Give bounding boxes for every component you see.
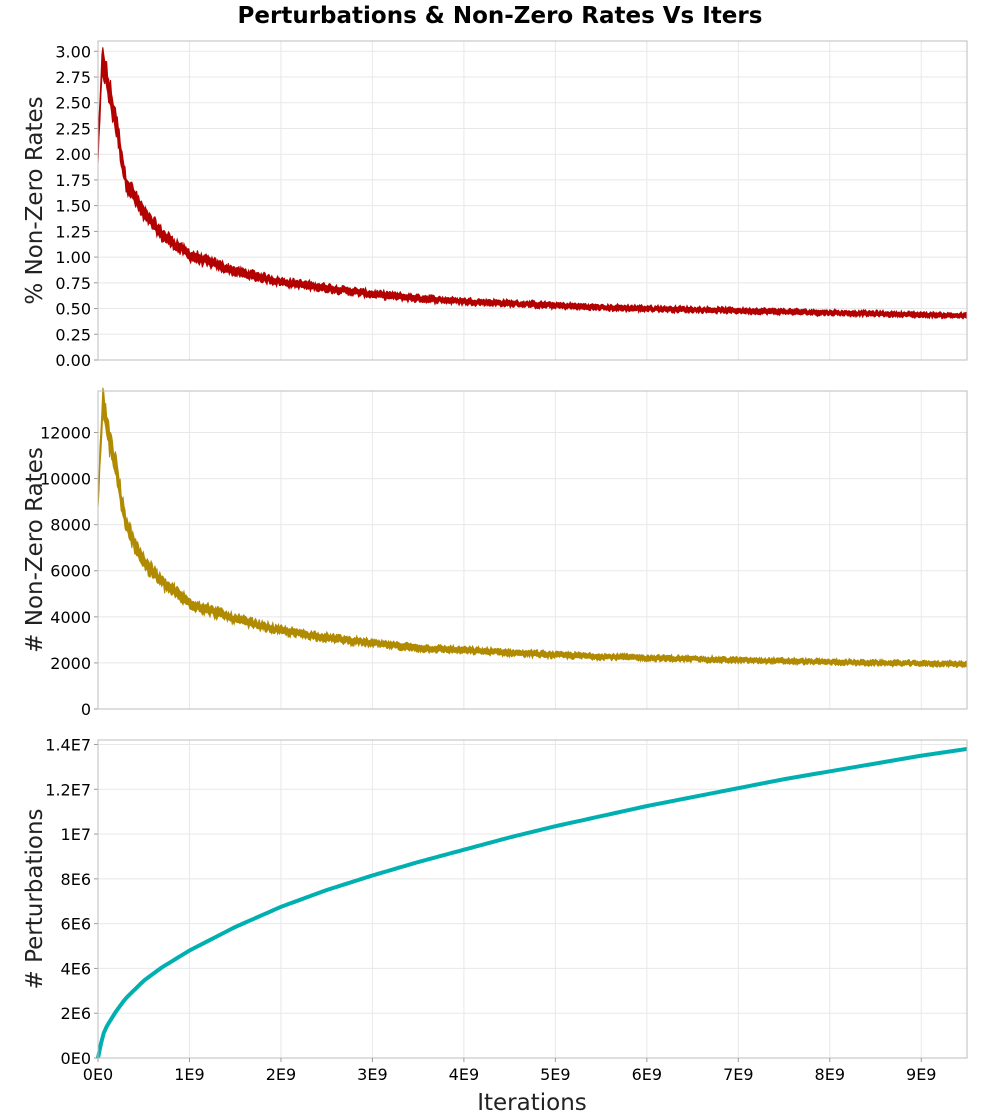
series-line-perturbations	[96, 746, 968, 1059]
y-tick-label: 2.75	[55, 68, 91, 87]
x-tick-label: 5E9	[540, 1065, 570, 1084]
y-tick-label: 8000	[50, 516, 91, 535]
x-tick-label: 4E9	[449, 1065, 479, 1084]
x-tick-label: 7E9	[723, 1065, 753, 1084]
series-band-count-nonzero	[97, 387, 968, 669]
y-tick-label: 1.4E7	[45, 735, 91, 754]
y-axis-label: % Non-Zero Rates	[22, 96, 48, 304]
plot-frame	[97, 739, 968, 1059]
y-tick-label: 1.75	[55, 171, 91, 190]
series-band-percent-nonzero	[97, 47, 968, 320]
y-tick-label: 0E0	[61, 1049, 91, 1068]
x-tick-label: 1E9	[174, 1065, 204, 1084]
x-tick-label: 6E9	[632, 1065, 662, 1084]
y-tick-label: 1E7	[61, 825, 91, 844]
y-tick-label: 1.2E7	[45, 780, 91, 799]
y-tick-label: 6000	[50, 562, 91, 581]
y-tick-label: 8E6	[61, 870, 91, 889]
y-tick-label: 2E6	[61, 1004, 91, 1023]
x-tick-label: 3E9	[357, 1065, 387, 1084]
y-tick-label: 2.50	[55, 94, 91, 113]
y-axis-label: # Perturbations	[22, 808, 48, 989]
y-tick-label: 3.00	[55, 42, 91, 61]
y-tick-label: 2.00	[55, 145, 91, 164]
y-axis-label: # Non-Zero Rates	[22, 447, 48, 653]
x-tick-label: 8E9	[815, 1065, 845, 1084]
chart-title: Perturbations & Non-Zero Rates Vs Iters	[238, 3, 763, 29]
y-tick-label: 4E6	[61, 959, 91, 978]
y-tick-label: 2000	[50, 654, 91, 673]
panel-percent-nonzero-rates: 0.00 0.25 0.50 0.75 1.00 1.25 1.50 1.75 2.00 2.25…	[22, 40, 968, 370]
plot-frame	[97, 390, 968, 710]
y-tick-label: 4000	[50, 608, 91, 627]
plot-frame	[97, 40, 968, 361]
y-tick-label: 0.50	[55, 300, 91, 319]
x-axis-label: Iterations	[477, 1090, 587, 1116]
y-tick-label: 0.75	[55, 274, 91, 293]
x-tick-label: 2E9	[266, 1065, 296, 1084]
y-tick-label: 12000	[40, 423, 91, 442]
y-tick-label: 10000	[40, 470, 91, 489]
x-tick-label: 0E0	[83, 1065, 113, 1084]
y-tick-label: 0	[81, 700, 91, 719]
y-tick-label: 2.25	[55, 119, 91, 138]
y-tick-label: 1.00	[55, 248, 91, 267]
y-tick-label: 1.25	[55, 222, 91, 241]
panel-count-nonzero-rates: 0 2000 4000 6000 8000 10000 12000 # Non-Zero Ra…	[22, 387, 968, 719]
y-tick-label: 1.50	[55, 197, 91, 216]
x-tick-label: 9E9	[906, 1065, 936, 1084]
x-axis: 0E0 1E9 2E9 3E9 4E9 5E9 6E9 7E9 8E9 9E9	[83, 1058, 936, 1084]
y-tick-label: 6E6	[61, 915, 91, 934]
y-tick-label: 0.25	[55, 325, 91, 344]
y-tick-label: 0.00	[55, 351, 91, 370]
panel-perturbations: 0E0 2E6 4E6 6E6 8E6 1E7 1.2E7 1.4E7 # Perturbati…	[22, 735, 968, 1068]
